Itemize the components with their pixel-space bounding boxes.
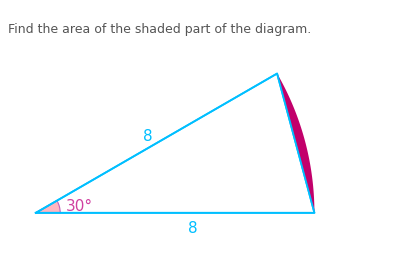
Polygon shape	[277, 74, 314, 213]
Text: 30°: 30°	[65, 199, 93, 214]
Wedge shape	[36, 201, 60, 213]
Text: 8: 8	[143, 129, 152, 144]
Text: Find the area of the shaded part of the diagram.: Find the area of the shaded part of the …	[8, 23, 311, 36]
Text: 8: 8	[188, 221, 198, 236]
